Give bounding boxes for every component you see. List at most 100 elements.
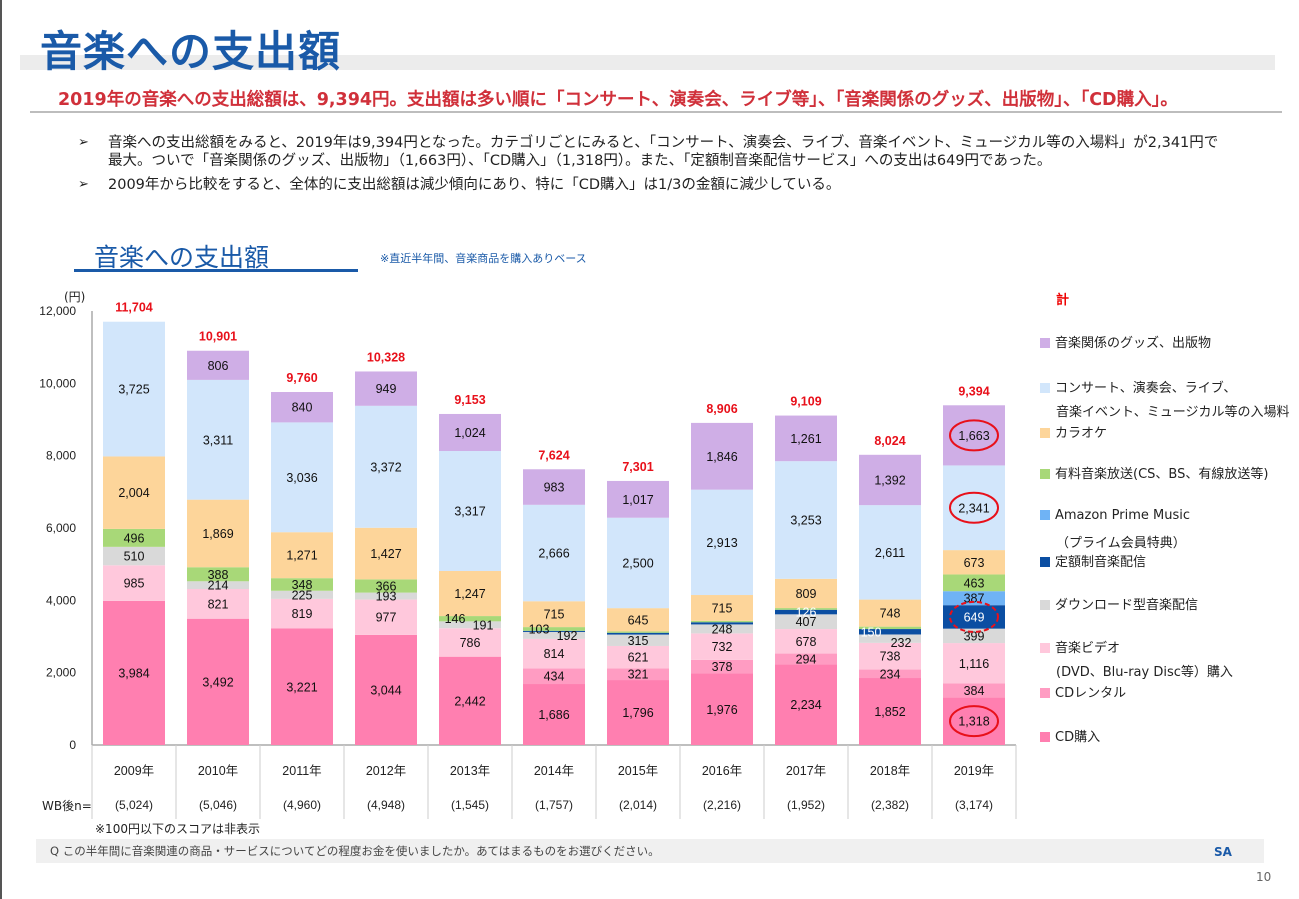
y-axis-unit: (円) [64,290,86,304]
total-label: 9,109 [790,395,821,409]
highlight-circle [949,600,999,633]
data-label: 3,317 [454,504,485,518]
bar-segment [943,465,1005,551]
y-tick-label: 2,000 [46,666,76,680]
data-label: 1,852 [874,705,905,719]
bar-segment [691,620,753,623]
bar-segment [523,504,585,602]
data-label: 248 [712,622,733,636]
data-label: 315 [628,634,649,648]
data-label: 2,666 [538,547,569,561]
sample-size-value: (1,545) [451,798,489,812]
highlight-circle [949,419,999,452]
data-label: 983 [544,481,565,495]
bar-segment [943,574,1005,592]
data-label: 366 [376,579,397,593]
total-label: 10,328 [367,350,405,364]
bar-segment [103,321,165,457]
legend-item: CDレンタル [1040,682,1126,701]
bar-segment [859,505,921,600]
bullet-line: 2009年から比較をすると、全体的に支出総額は減少傾向にあり、特に「CD購入」は… [108,177,841,193]
legend-label: CDレンタル [1055,686,1127,701]
data-label: 840 [292,401,313,415]
hidden-score-note: ※100円以下のスコアは非表示 [95,822,260,836]
data-label: 3,221 [286,680,317,694]
bar-segment [775,578,837,609]
bar-segment [859,634,921,643]
total-label: 8,906 [706,402,737,416]
data-label: 2,234 [790,698,821,712]
data-label: 1,869 [202,527,233,541]
bar-segment [271,578,333,591]
bullet-line: 音楽への支出総額をみると、2019年は9,394円となった。カテゴリごとにみると… [108,135,1219,151]
bar-segment [271,590,333,599]
data-label: 649 [964,610,985,624]
data-label: 2,004 [118,486,149,500]
bar-segment [943,550,1005,575]
data-label: 673 [964,556,985,570]
bar-segment [943,405,1005,466]
data-label: 1,116 [959,657,989,671]
bar-segment [691,633,753,660]
bar-segment [775,609,837,615]
data-label: 434 [544,670,565,684]
bar-segment [859,454,921,506]
bar-segment [187,618,249,745]
data-label: 3,044 [370,683,401,697]
bar-segment [355,527,417,580]
legend-item: 音楽関係のグッズ、出版物 [1040,332,1211,351]
data-label: 732 [712,640,733,654]
bar-segment [859,678,921,745]
survey-question: Q この半年間に音楽関連の商品・サービスについてどの程度お金を使いましたか。あて… [50,844,660,858]
data-label: 1,261 [790,432,821,446]
y-tick-label: 10,000 [39,376,76,390]
data-label: 146 [445,612,466,626]
data-label: 225 [292,588,313,602]
legend-swatch-icon [1040,732,1050,742]
legend-swatch-icon [1040,469,1050,479]
data-label: 748 [880,607,901,621]
bar-segment [775,415,837,462]
bar-segment [355,634,417,745]
sample-size-value: (1,757) [535,798,573,812]
bar-segment [271,422,333,533]
title-band [20,55,1275,70]
legend-label: ダウンロード型音楽配信 [1055,598,1199,613]
data-label: 3,036 [286,471,317,485]
legend-swatch-icon [1040,428,1050,438]
data-label: 2,611 [875,546,905,560]
data-label: 234 [880,667,901,681]
total-label: 9,394 [958,384,989,398]
bar-segment [691,624,753,634]
legend-item: ダウンロード型音楽配信 [1040,594,1198,613]
data-label: 3,725 [118,383,149,397]
legend-label: 定額制音楽配信 [1055,555,1147,570]
bar-segment [271,532,333,579]
bar-segment [103,565,165,601]
legend-swatch-icon [1040,383,1050,393]
bar-segment [271,392,333,423]
bar-segment [691,489,753,596]
bar-segment [775,629,837,654]
data-label: 150 [861,625,882,639]
headline-divider [30,111,1282,113]
sample-size-value: (1,952) [787,798,825,812]
data-label: 715 [712,601,733,615]
data-label: 645 [628,613,649,627]
bar-segment [775,653,837,665]
bar-segment [271,628,333,745]
bar-segment [607,645,669,669]
bar-segment [943,605,1005,629]
bar-segment [775,614,837,630]
highlight-circle [949,705,999,738]
data-label: 384 [964,684,985,698]
data-label: 1,796 [622,706,653,720]
legend-item: コンサート、演奏会、ライブ、 [1040,377,1236,396]
arrow-bullet-icon: ➢ [78,135,89,150]
data-label: 1,846 [706,450,737,464]
data-label: 3,372 [370,460,401,474]
bar-segment [355,405,417,528]
data-label: 715 [544,608,565,622]
legend-label: 音楽関係のグッズ、出版物 [1055,336,1212,351]
bar-segment [439,413,501,452]
